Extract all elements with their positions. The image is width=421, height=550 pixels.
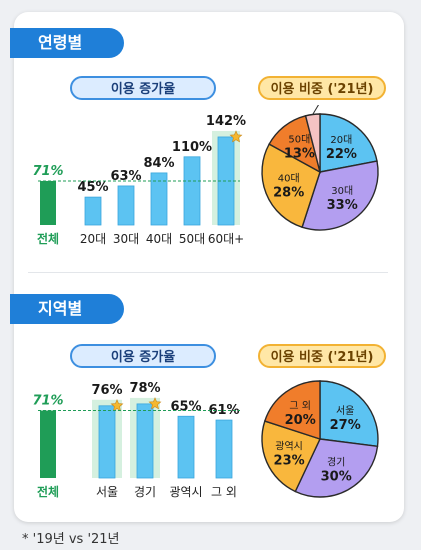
pie-slice-name: 40대 [278, 172, 300, 184]
pie-slice-name: 50대 [288, 133, 310, 145]
data-label: 78% [129, 381, 160, 396]
bar-50대 [183, 156, 201, 226]
x-tick-label: 50대 [179, 232, 205, 246]
pie-slice-value: 28% [273, 185, 304, 200]
data-label: 71% [32, 394, 63, 409]
pie-slice-name: 경기 [327, 456, 345, 469]
star-icon [110, 399, 124, 412]
data-label: 84% [143, 156, 174, 171]
share-pill-age: 이용 비중 ('21년) [258, 76, 386, 100]
pie-callout-line [312, 105, 319, 115]
bar-서울 [98, 405, 116, 479]
pie-slice-30대 [301, 160, 379, 231]
section-title-age: 연령별 [10, 28, 124, 58]
pie-slice-광역시 [261, 420, 321, 493]
growth-pill-region: 이용 증가율 [70, 344, 216, 368]
data-label: 76% [91, 383, 122, 398]
pie-slice-name: 60대+ [321, 105, 351, 106]
bar-그 외 [215, 419, 233, 479]
x-tick-label: 전체 [37, 484, 59, 499]
section-divider [28, 272, 388, 273]
bar-40대 [150, 172, 168, 226]
pie-slice-name: 광역시 [275, 440, 303, 452]
x-tick-label: 40대 [146, 232, 172, 246]
share-pill-region: 이용 비중 ('21년) [258, 344, 386, 368]
bar-전체 [40, 180, 56, 225]
pie-slice-value: 33% [327, 198, 358, 213]
pie-slice-value: 13% [284, 146, 315, 161]
data-label: 142% [206, 114, 246, 129]
data-label: 63% [110, 169, 141, 184]
growth-pill-age: 이용 증가율 [70, 76, 216, 100]
pie-slice-value: 4% [359, 105, 381, 107]
pie-slice-서울 [319, 380, 379, 448]
x-tick-label: 서울 [96, 485, 118, 499]
age-growth-bar-chart: 전체 71% 20대 45% 30대 63% 40대 84% 50대 110% 60대+ 142% [32, 114, 246, 246]
x-tick-label: 전체 [37, 231, 59, 246]
x-tick-label: 60대+ [208, 232, 244, 246]
pie-slice-name: 30대 [331, 185, 353, 197]
pie-slice-value: 22% [326, 147, 357, 162]
bar-전체 [40, 410, 56, 478]
bar-광역시 [177, 415, 195, 479]
x-tick-label: 그 외 [211, 485, 237, 499]
star-icon [229, 130, 243, 143]
pie-slice-value: 23% [274, 453, 305, 468]
section-title-region: 지역별 [10, 294, 124, 324]
pie-slice-value: 27% [330, 418, 361, 433]
data-label: 45% [77, 180, 108, 195]
data-label: 110% [172, 140, 212, 155]
pie-slice-경기 [294, 438, 379, 498]
data-label: 65% [170, 399, 201, 414]
x-tick-label: 경기 [134, 485, 156, 499]
bar-20대 [84, 196, 102, 226]
pie-slice-value: 20% [285, 413, 316, 428]
pie-slice-name: 그 외 [289, 400, 311, 412]
x-tick-label: 30대 [113, 232, 139, 246]
x-tick-label: 20대 [80, 232, 106, 246]
bar-경기 [136, 403, 154, 479]
x-tick-label: 광역시 [169, 485, 202, 499]
pie-slice-name: 서울 [336, 405, 354, 417]
bar-30대 [117, 185, 135, 226]
pie-slice-20대 [319, 113, 378, 173]
star-icon [148, 397, 162, 410]
pie-slice-name: 20대 [330, 134, 352, 146]
pie-slice-40대 [261, 143, 321, 229]
data-label: 71% [32, 164, 63, 179]
pie-slice-그 외 [263, 380, 321, 440]
pie-slice-value: 30% [321, 470, 352, 485]
footnote: * '19년 vs '21년 [22, 532, 120, 547]
